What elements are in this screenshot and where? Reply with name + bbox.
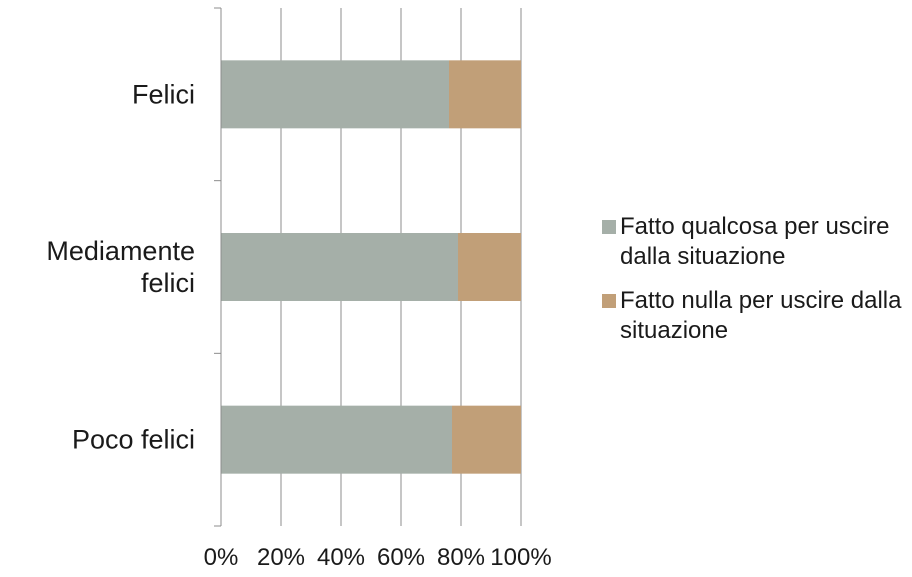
legend-label-nulla: Fatto nulla per uscire dalla situazione [620, 287, 902, 344]
x-tick-label-5: 100% [490, 544, 551, 571]
x-tick-label-1: 20% [257, 544, 305, 571]
legend-label-qualcosa: Fatto qualcosa per uscire dalla situazio… [620, 213, 890, 270]
legend: Fatto qualcosa per uscire dalla situazio… [598, 212, 908, 360]
y-axis [214, 7, 222, 527]
bar-nulla-2 [452, 405, 521, 474]
legend-item-qualcosa: Fatto qualcosa per uscire dalla situazio… [598, 212, 908, 272]
legend-swatch-nulla [602, 294, 616, 308]
x-tick-label-0: 0% [204, 544, 239, 571]
x-tick-labels: 0% 20% 40% 60% 80% 100% [204, 544, 552, 571]
bar-nulla-0 [449, 60, 521, 129]
bar-qualcosa-2 [221, 405, 452, 474]
category-label-0: Felici [132, 79, 195, 109]
bar-nulla-1 [458, 233, 521, 301]
bar-qualcosa-0 [221, 60, 449, 129]
legend-swatch-qualcosa [602, 220, 616, 234]
x-tick-label-4: 80% [437, 544, 485, 571]
x-tick-label-2: 40% [317, 544, 365, 571]
x-tick-label-3: 60% [377, 544, 425, 571]
category-label-2: Poco felici [72, 425, 195, 455]
bars [221, 60, 521, 474]
category-labels: Felici Mediamente felici Poco felici [46, 79, 195, 454]
legend-item-nulla: Fatto nulla per uscire dalla situazione [598, 286, 908, 346]
category-label-1: Mediamente felici [46, 236, 195, 298]
bar-qualcosa-1 [221, 233, 458, 301]
